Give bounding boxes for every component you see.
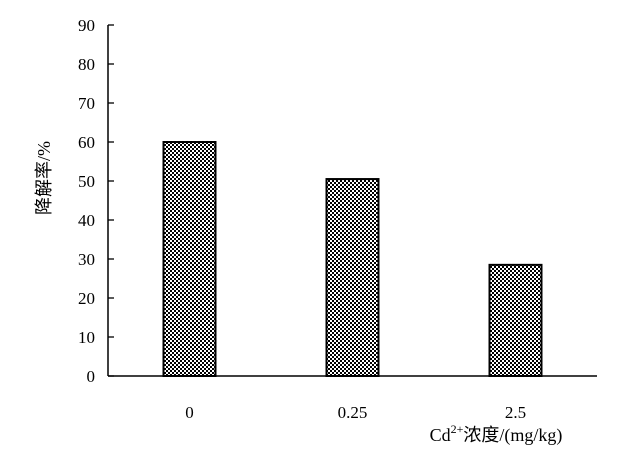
x-axis-title-prefix: Cd (430, 425, 451, 445)
y-tick-label: 60 (78, 133, 95, 152)
x-tick-label: 2.5 (505, 403, 526, 422)
y-tick-label: 50 (78, 172, 95, 191)
y-tick-label: 30 (78, 250, 95, 269)
bar (325, 178, 380, 377)
y-tick-label: 90 (78, 16, 95, 35)
x-axis-title: Cd2+浓度/(mg/kg) (430, 422, 563, 446)
y-tick-label: 20 (78, 289, 95, 308)
bar (488, 263, 543, 378)
x-axis-title-suffix: 浓度/(mg/kg) (463, 425, 562, 446)
y-tick-label: 10 (78, 328, 95, 347)
y-axis-ticks (108, 24, 114, 377)
bar (162, 141, 217, 377)
y-tick-label: 70 (78, 94, 95, 113)
x-axis-title-superscript: 2+ (451, 422, 464, 436)
y-tick-label: 0 (87, 367, 96, 386)
x-axis-tick-labels: 0 0.25 2.5 (185, 403, 526, 422)
y-tick-label: 80 (78, 55, 95, 74)
y-tick-label: 40 (78, 211, 95, 230)
y-axis-title: 降解率/% (34, 141, 54, 215)
x-tick-label: 0.25 (338, 403, 368, 422)
y-axis-tick-labels: 0 10 20 30 40 50 60 70 80 90 (78, 16, 95, 386)
x-tick-label: 0 (185, 403, 194, 422)
bars (162, 141, 543, 378)
